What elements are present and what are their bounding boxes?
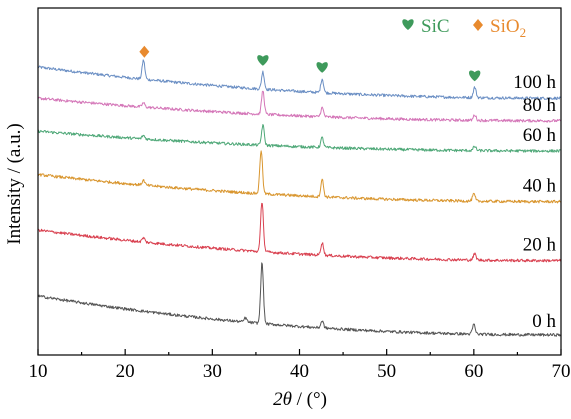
series-label: 80 h xyxy=(523,95,557,116)
series-0-h: 0 h xyxy=(37,262,562,337)
sic-heart-marker xyxy=(469,70,481,82)
series-60-h: 60 h xyxy=(37,124,562,153)
axis-layer: 10 20 30 40 50 60 70 xyxy=(29,7,571,382)
series-40-h: 40 h xyxy=(37,150,562,204)
sio2-diamond-marker xyxy=(139,45,150,58)
series-label: 20 h xyxy=(523,235,557,256)
legend-label-sio2: SiO2 xyxy=(490,16,526,40)
series-20-h: 20 h xyxy=(37,202,562,263)
series-line xyxy=(37,262,562,337)
x-tick-label: 40 xyxy=(290,361,309,382)
sic-heart-marker xyxy=(257,55,269,66)
sic-heart-marker xyxy=(316,62,328,73)
annotation-layer xyxy=(139,45,481,82)
series-layer: 100 h80 h 60 h 40 h 20 h 0 h xyxy=(37,59,562,337)
series-80-h: 80 h xyxy=(37,90,562,123)
y-axis-title: Intensity / (a.u.) xyxy=(4,123,25,244)
series-line xyxy=(37,59,562,101)
series-line xyxy=(37,202,562,263)
series-label: 40 h xyxy=(523,176,557,197)
series-line xyxy=(37,90,562,123)
x-tick-label: 20 xyxy=(116,361,135,382)
series-label: 100 h xyxy=(513,72,556,93)
legend-label-sio2-base: SiO xyxy=(490,16,520,37)
legend-heart-icon xyxy=(402,19,414,30)
x-axis-title-unit: / (°) xyxy=(292,389,327,410)
x-tick-label: 10 xyxy=(29,361,48,382)
x-tick-label: 50 xyxy=(377,361,396,382)
x-tick-label: 70 xyxy=(552,361,571,382)
series-line xyxy=(37,150,562,204)
series-line xyxy=(37,124,562,153)
legend-diamond-icon xyxy=(473,19,483,31)
x-tick-label: 60 xyxy=(464,361,483,382)
plot-frame xyxy=(37,7,562,356)
series-label: 0 h xyxy=(532,311,556,332)
x-axis-title-symbol: 2θ xyxy=(273,389,292,410)
series-100-h: 100 h xyxy=(37,59,562,101)
series-label: 60 h xyxy=(523,125,557,146)
x-axis-title: 2θ / (°) xyxy=(273,389,327,410)
x-tick-label: 30 xyxy=(203,361,222,382)
legend: SiC SiO2 xyxy=(402,16,526,40)
legend-label-sic: SiC xyxy=(421,16,450,37)
legend-label-sio2-subscript: 2 xyxy=(520,25,527,40)
